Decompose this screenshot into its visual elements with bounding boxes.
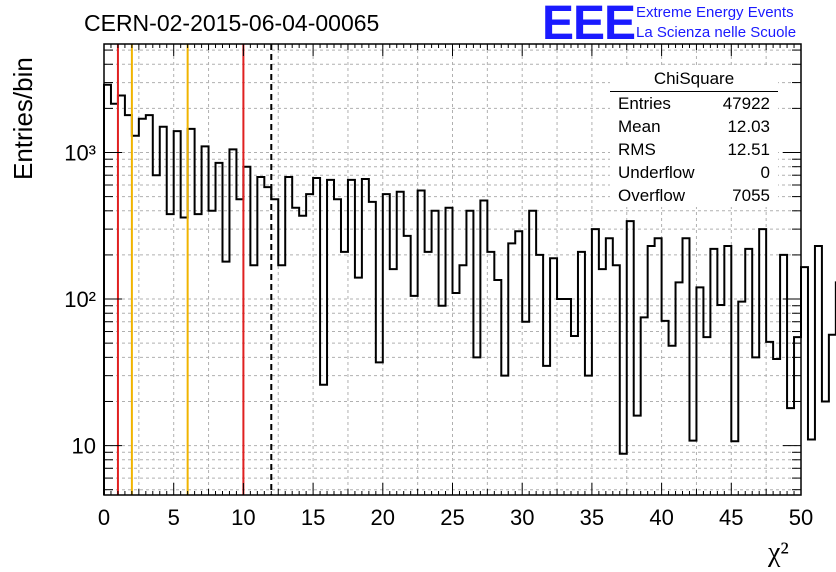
stats-label: Underflow [618, 163, 695, 182]
x-tick-label: 40 [649, 505, 673, 530]
run-title: CERN-02-2015-06-04-00065 [84, 10, 380, 36]
stats-value: 7055 [732, 186, 770, 205]
stats-row-entries: Entries 47922 [610, 92, 778, 115]
x-tick-label: 20 [371, 505, 395, 530]
x-tick-label: 10 [231, 505, 255, 530]
stats-title: ChiSquare [610, 68, 778, 92]
stats-value: 12.03 [727, 117, 770, 136]
x-tick-label: 0 [98, 505, 110, 530]
logo-line-1: Extreme Energy Events [636, 4, 794, 21]
logo-line-2: La Scienza nelle Scuole [636, 24, 797, 41]
marker-lines [116, 44, 273, 495]
stats-row-mean: Mean 12.03 [610, 115, 778, 138]
stats-label: Entries [618, 94, 671, 113]
x-axis-label: χ² [768, 537, 789, 568]
eee-logo: EEE [542, 0, 636, 50]
histogram-line [103, 83, 836, 495]
y-axis-label: Entries/bin [8, 57, 38, 180]
stats-box: ChiSquare Entries 47922 Mean 12.03 RMS 12.5… [610, 68, 778, 207]
stats-value: 47922 [722, 94, 770, 113]
x-tick-label: 15 [301, 505, 325, 530]
stats-value: 12.51 [727, 140, 770, 159]
tick-labels: 0 5 10 15 20 25 30 35 40 45 50 10 10² 10³ [64, 140, 813, 530]
stats-value: 0 [760, 163, 770, 182]
stats-label: Overflow [618, 186, 686, 205]
stats-row-overflow: Overflow 7055 [610, 184, 778, 207]
stats-label: RMS [618, 140, 656, 159]
x-tick-label: 30 [510, 505, 534, 530]
x-tick-label: 35 [580, 505, 604, 530]
x-tick-label: 45 [719, 505, 743, 530]
x-tick-label: 5 [168, 505, 180, 530]
x-tick-label: 50 [789, 505, 813, 530]
plot-frame [103, 43, 802, 496]
x-tick-label: 25 [440, 505, 464, 530]
stats-label: Mean [618, 117, 661, 136]
y-tick-label: 10² [64, 287, 96, 312]
stats-row-rms: RMS 12.51 [610, 138, 778, 161]
y-tick-label: 10³ [64, 140, 96, 165]
stats-row-underflow: Underflow 0 [610, 161, 778, 184]
y-tick-label: 10 [72, 434, 96, 459]
